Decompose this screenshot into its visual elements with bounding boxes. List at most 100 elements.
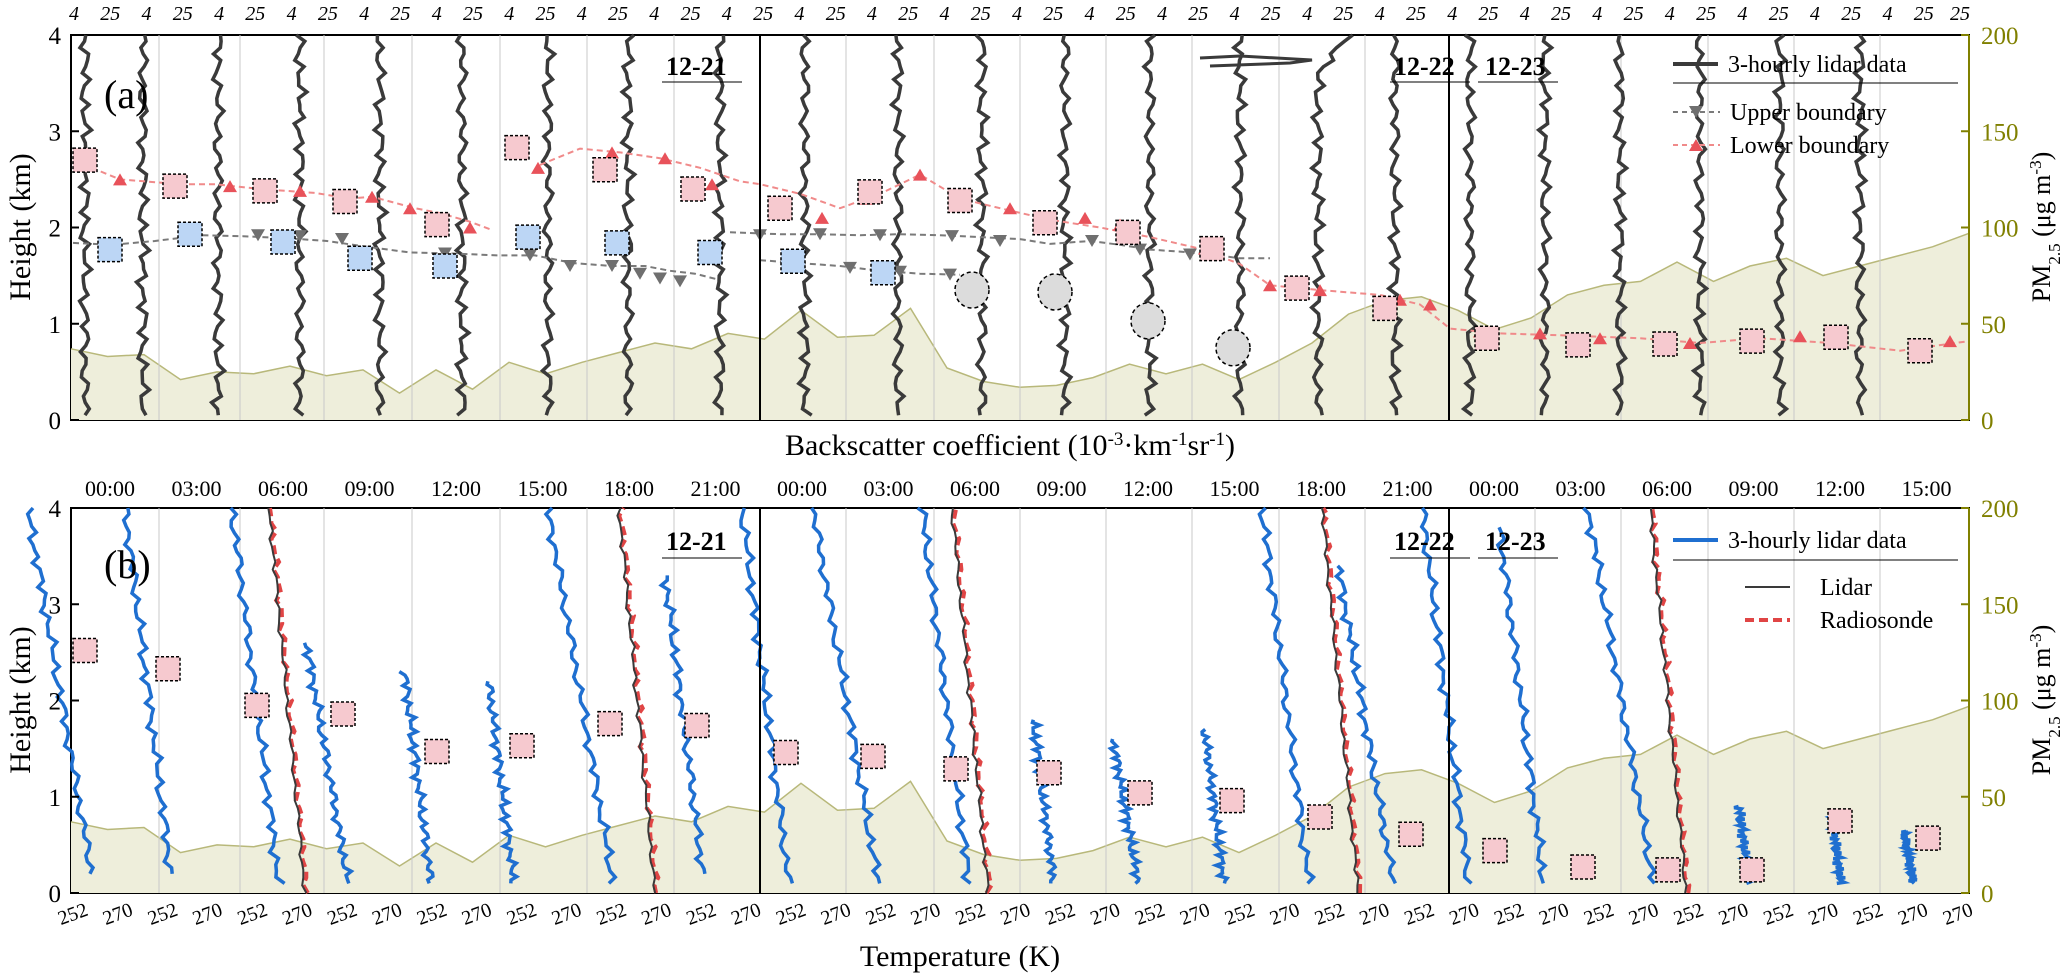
panel-b-y2-tick-labels: 0 50 100 150 200 bbox=[1981, 496, 2019, 908]
bottom-tick-label: 252 bbox=[1491, 899, 1527, 930]
lower-boundary-marker bbox=[815, 211, 829, 224]
panel-a-y2-tick-labels: 0 50 100 150 200 bbox=[1981, 23, 2019, 435]
a-y2-tick-label: 50 bbox=[1981, 312, 2006, 339]
lower-boundary-marker bbox=[1943, 335, 1957, 348]
upper-boundary-marker bbox=[523, 249, 537, 262]
temperature-profile bbox=[485, 680, 521, 884]
lidar-profile bbox=[619, 33, 638, 417]
panel-a-y-tick-labels: 0 1 2 3 4 bbox=[49, 23, 62, 435]
bottom-tick-label: 270 bbox=[279, 899, 315, 930]
top-time-label: 21:00 bbox=[1382, 476, 1432, 501]
bottom-tick-label: 252 bbox=[1850, 899, 1886, 930]
panel-a-y2label: PM2.5 (μg m-3) bbox=[2026, 152, 2064, 303]
inversion-marker bbox=[597, 710, 623, 737]
top-tick-label: 4 bbox=[794, 3, 804, 25]
lidar-profile bbox=[711, 34, 730, 416]
top-tick-label: 4 bbox=[1592, 3, 1602, 25]
inversion-marker bbox=[1127, 780, 1153, 806]
a-y-tick-label: 1 bbox=[49, 312, 62, 339]
b-y2-tick-label: 150 bbox=[1981, 592, 2019, 619]
temperature-profile bbox=[810, 507, 882, 884]
bottom-tick-label: 252 bbox=[235, 899, 271, 930]
panel-b-ticks bbox=[71, 507, 1970, 894]
pink-square-marker bbox=[1739, 328, 1765, 354]
bottom-tick-label: 270 bbox=[1716, 899, 1752, 930]
b-y-tick-label: 1 bbox=[49, 785, 62, 812]
bottom-tick-label: 270 bbox=[639, 899, 675, 930]
top-tick-label: 25 bbox=[971, 3, 991, 25]
legend-lidar-label-b: Lidar bbox=[1820, 575, 1872, 601]
top-time-label: 03:00 bbox=[1555, 476, 1605, 501]
inversion-marker bbox=[1482, 837, 1508, 864]
bottom-tick-label: 270 bbox=[1805, 899, 1841, 930]
top-time-label: 18:00 bbox=[604, 476, 654, 501]
lower-boundary-marker bbox=[705, 178, 719, 191]
upper-boundary-marker bbox=[813, 228, 827, 241]
upper-boundary-marker bbox=[673, 275, 687, 288]
top-tick-label: 4 bbox=[1230, 3, 1240, 25]
lidar-temperature-profile bbox=[1649, 507, 1688, 894]
lower-boundary-marker bbox=[403, 202, 417, 215]
lidar-profile bbox=[1535, 34, 1555, 416]
a-y-tick-label: 3 bbox=[49, 119, 62, 146]
bottom-tick-label: 270 bbox=[908, 899, 944, 930]
b-y2-tick-label: 100 bbox=[1981, 689, 2019, 716]
a-y-tick-label: 4 bbox=[49, 23, 62, 50]
top-time-label: 15:00 bbox=[517, 476, 567, 501]
blue-square-marker bbox=[604, 230, 630, 256]
a-y2-tick-label: 0 bbox=[1981, 408, 1994, 435]
inversion-marker bbox=[330, 701, 356, 727]
radiosonde-profile bbox=[951, 507, 994, 895]
top-tick-label: 4 bbox=[1665, 3, 1675, 25]
temperature-profile bbox=[916, 506, 972, 885]
top-tick-label: 25 bbox=[173, 3, 193, 25]
panel-b-xlabel: Temperature (K) bbox=[860, 940, 1060, 973]
panel-a-label: (a) bbox=[104, 72, 148, 117]
blue-square-marker bbox=[697, 239, 723, 266]
upper-boundary-marker bbox=[633, 267, 647, 280]
date-label: 12-22 bbox=[1394, 52, 1455, 81]
top-tick-label: 4 bbox=[1810, 3, 1820, 25]
pink-square-marker bbox=[1372, 295, 1398, 322]
top-tick-label: 25 bbox=[318, 3, 338, 25]
panel-a-markers bbox=[72, 134, 1933, 364]
lower-boundary-marker bbox=[1593, 332, 1607, 345]
lidar-profile bbox=[888, 34, 907, 416]
top-tick-label: 25 bbox=[1406, 3, 1426, 25]
lidar-profile bbox=[75, 34, 95, 417]
panel-b: 00:00 03:00 06:00 09:00 12:00 15:00 18:00 21:00… bbox=[4, 476, 2064, 973]
top-tick-label: 4 bbox=[1012, 3, 1022, 25]
circle-marker bbox=[1037, 273, 1073, 311]
upper-boundary-marker bbox=[1183, 248, 1197, 261]
a-pm25-fill bbox=[71, 233, 1969, 420]
upper-boundary-marker bbox=[563, 260, 577, 272]
top-tick-label: 25 bbox=[753, 3, 773, 25]
lidar-profile bbox=[539, 34, 558, 416]
bottom-tick-label: 252 bbox=[1042, 899, 1078, 930]
lidar-profile bbox=[371, 34, 390, 416]
bottom-tick-label: 252 bbox=[324, 899, 360, 930]
bottom-tick-label: 270 bbox=[728, 899, 764, 930]
circle-marker bbox=[1130, 302, 1166, 340]
lidar-profile bbox=[1308, 33, 1354, 416]
bottom-tick-label: 270 bbox=[1267, 899, 1303, 930]
temperature-profile bbox=[543, 506, 618, 885]
blue-square-marker bbox=[97, 236, 123, 263]
panel-a-lidar-profiles bbox=[75, 33, 1870, 417]
lower-boundary-marker bbox=[658, 152, 672, 165]
inversion-marker bbox=[244, 692, 270, 719]
upper-boundary-line bbox=[729, 231, 1270, 260]
upper-boundary-marker bbox=[893, 265, 907, 278]
top-time-label: 00:00 bbox=[777, 476, 827, 501]
lower-boundary-marker bbox=[1313, 284, 1327, 297]
pink-square-marker bbox=[857, 179, 883, 205]
pink-square-marker bbox=[1199, 235, 1225, 262]
inversion-marker bbox=[1915, 825, 1941, 851]
blue-square-marker bbox=[177, 221, 203, 247]
lower-boundary-marker bbox=[605, 146, 619, 159]
bottom-tick-label: 252 bbox=[1581, 899, 1617, 930]
inversion-marker bbox=[1739, 857, 1765, 883]
bottom-tick-label: 270 bbox=[1626, 899, 1662, 930]
date-label: 12-23 bbox=[1485, 527, 1546, 556]
temperature-profile bbox=[739, 507, 795, 884]
